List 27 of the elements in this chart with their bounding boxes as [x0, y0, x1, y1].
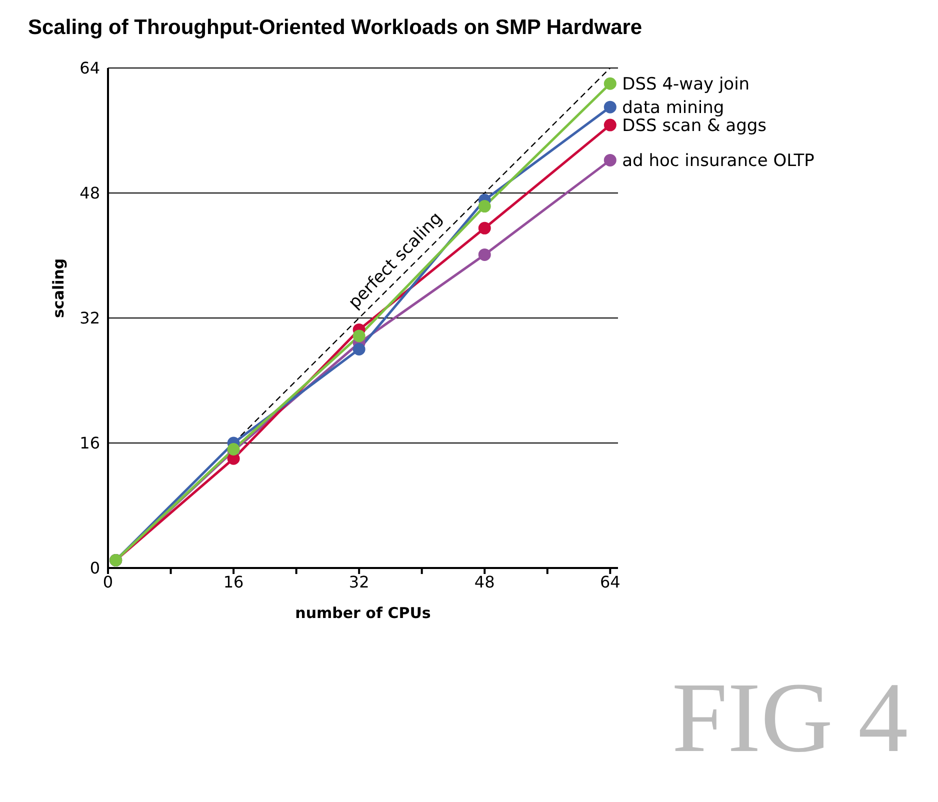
x-axis-title: number of CPUs	[295, 604, 431, 622]
chart-title: Scaling of Throughput-Oriented Workloads on SMP Hardware	[27, 15, 644, 41]
point	[352, 330, 366, 342]
point	[604, 154, 616, 166]
y-tick-label: 64	[80, 58, 100, 78]
y-tick-label: 48	[80, 184, 100, 203]
y-tick-label: 32	[80, 308, 100, 328]
point	[478, 222, 491, 234]
series-label: ad hoc insurance OLTP	[622, 151, 814, 172]
x-tick-label: 16	[223, 572, 244, 592]
series-label: DSS 4-way join	[622, 74, 750, 95]
point	[604, 77, 616, 90]
point	[604, 118, 616, 132]
x-tick-label: 32	[348, 572, 370, 592]
y-tick-label: 0	[90, 558, 100, 578]
point	[352, 343, 366, 356]
x-tick-label: 48	[474, 572, 495, 592]
point	[478, 200, 491, 213]
x-tick-label: 64	[600, 572, 620, 592]
series-label: data mining	[622, 98, 724, 118]
x-tick-label: 0	[102, 572, 114, 592]
series-label: DSS scan & aggs	[622, 116, 767, 136]
point	[604, 100, 616, 114]
point	[478, 248, 491, 261]
caption: FIG 4	[670, 662, 909, 773]
y-axis-title: scaling	[49, 258, 68, 318]
y-tick-label: 16	[80, 434, 100, 453]
